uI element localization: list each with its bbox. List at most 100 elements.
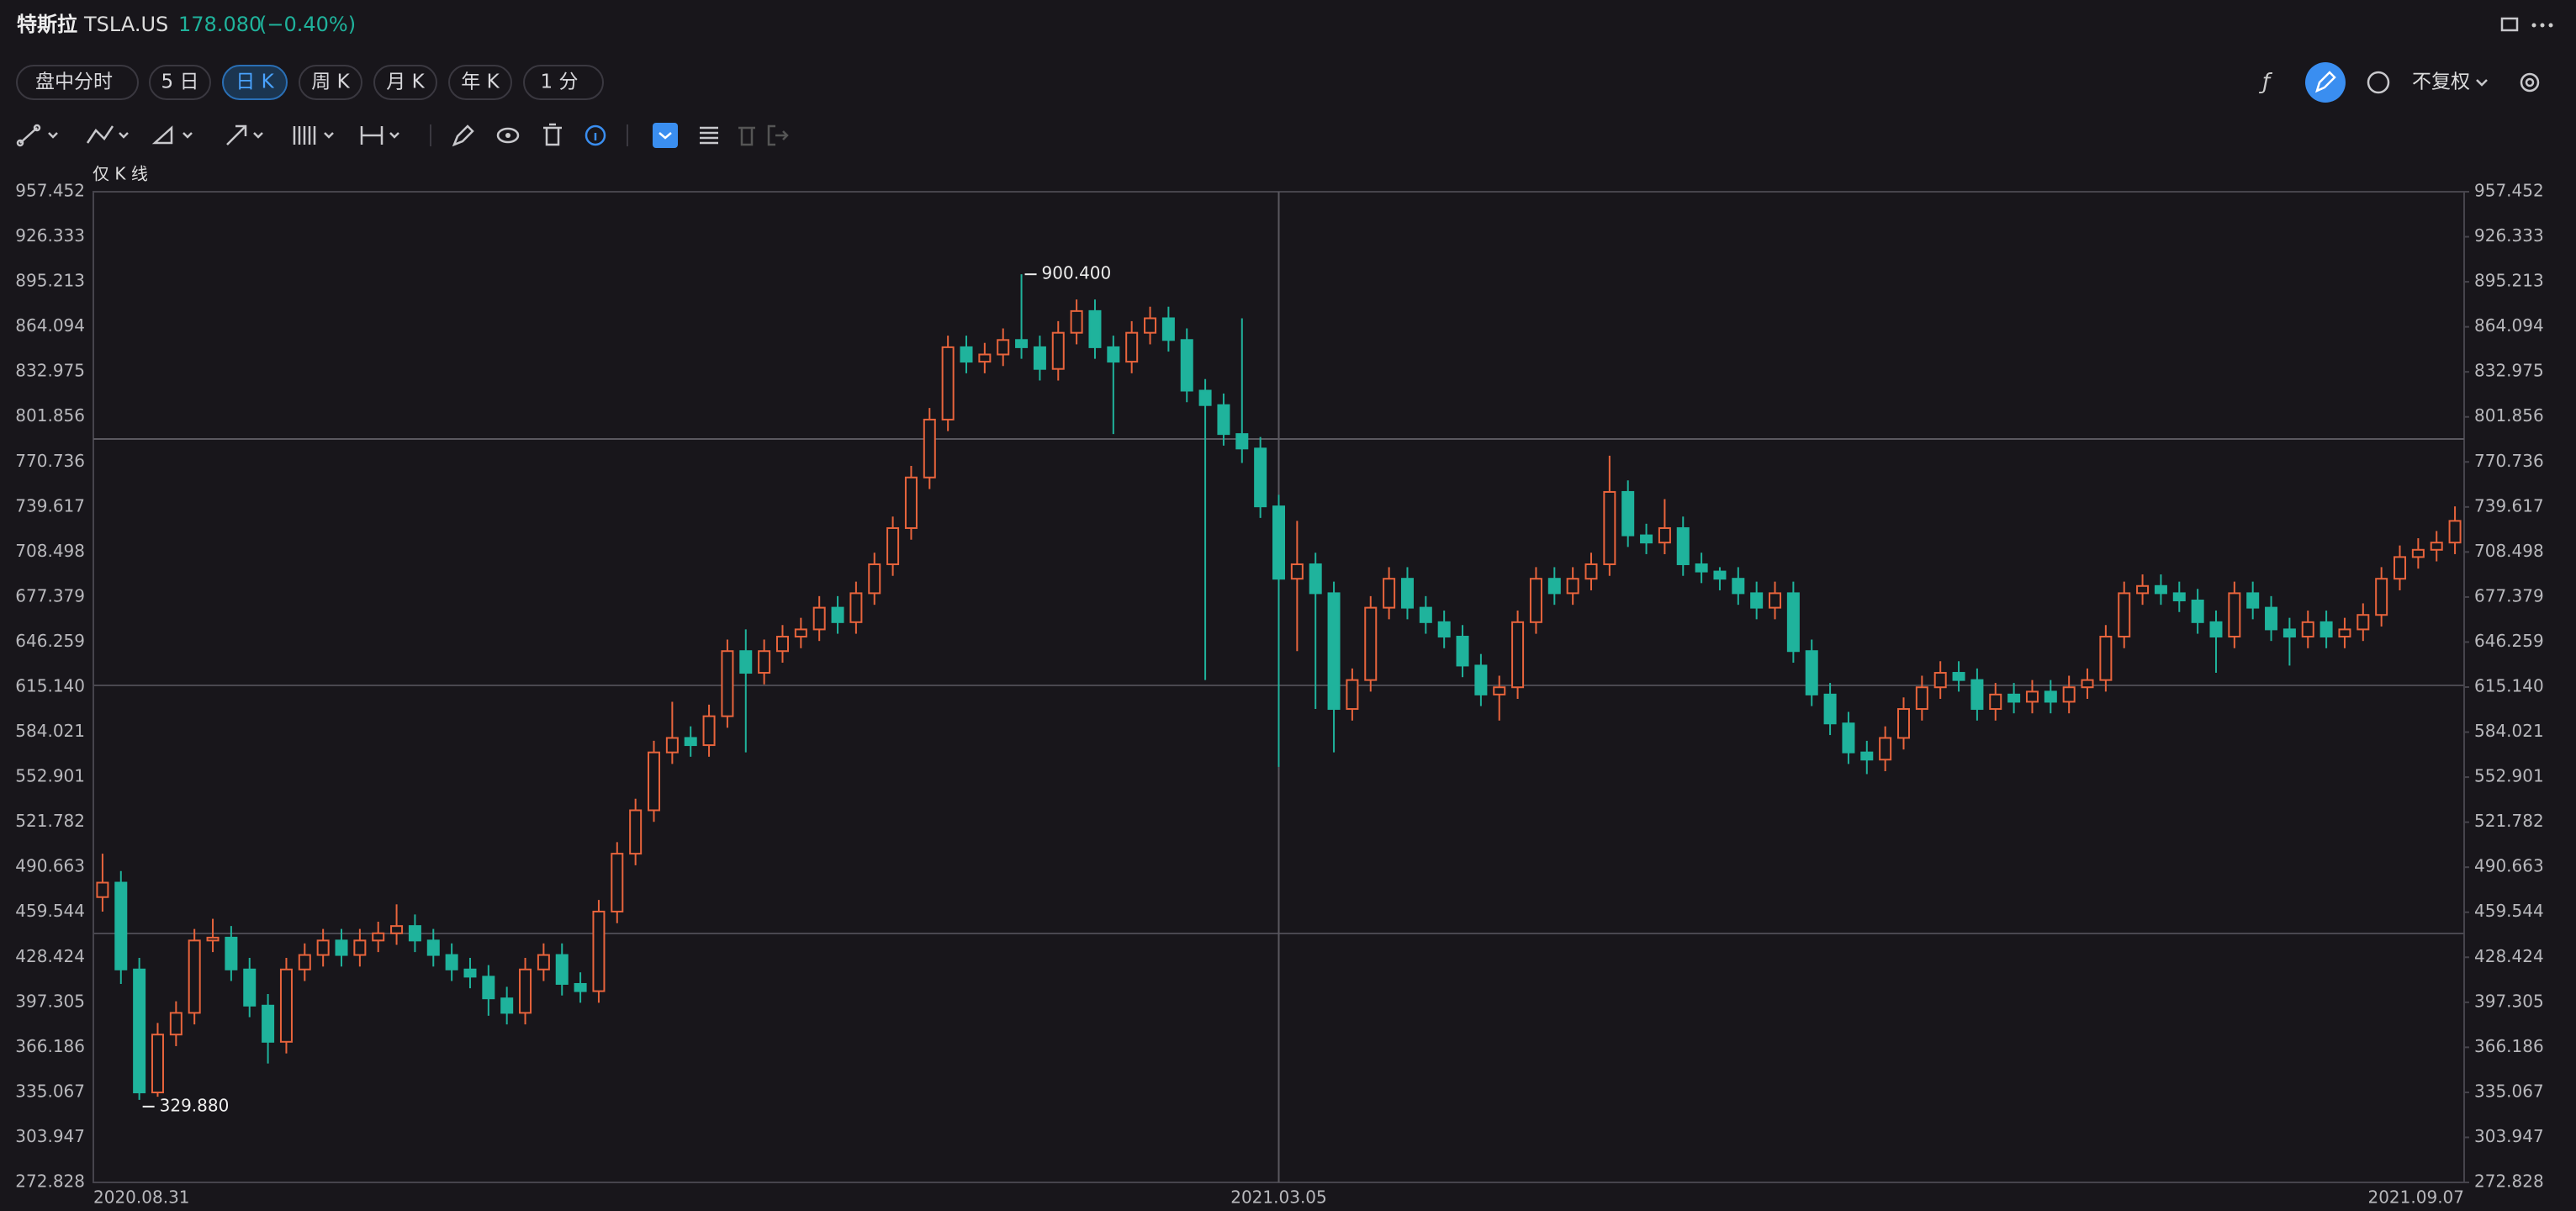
tab-label[interactable]: 盘中分时 (35, 71, 113, 93)
y-tick-label-right: 272.828 (2474, 1171, 2544, 1192)
drawing-toolbar[interactable] (16, 123, 789, 148)
candle-body (2099, 636, 2113, 681)
candle-body (1786, 592, 1800, 653)
tab-label[interactable]: 年 K (461, 71, 500, 93)
y-tick-label-right: 677.379 (2474, 585, 2544, 606)
candle-body (2246, 592, 2260, 609)
tab[interactable]: 盘中分时 (16, 65, 139, 100)
tab[interactable]: 日 K (222, 65, 288, 100)
y-tick-label: 428.424 (15, 946, 85, 966)
candle-body (941, 346, 955, 420)
extreme-label: 900.400 (1042, 263, 1112, 283)
candle-body (2301, 621, 2314, 638)
candle-body (1805, 650, 1818, 695)
candle-body (133, 968, 146, 1094)
candle-body (2007, 693, 2021, 703)
tab[interactable]: 月 K (373, 65, 437, 100)
y-tick-label-right: 335.067 (2474, 1081, 2544, 1101)
y-tick-label: 335.067 (15, 1081, 85, 1101)
candle-body (1860, 751, 1874, 761)
candle-body (849, 592, 863, 623)
candle-body (1070, 309, 1083, 334)
candle-body (298, 954, 311, 970)
settings-button[interactable] (2520, 72, 2540, 93)
tab-label[interactable]: 5 日 (161, 71, 199, 93)
y-tick-label-right: 770.736 (2474, 451, 2544, 471)
tab-label[interactable]: 日 K (235, 71, 274, 93)
tab[interactable]: 周 K (299, 65, 362, 100)
candle-body (2338, 628, 2351, 638)
y-tick-label: 770.736 (15, 451, 85, 471)
candle-body (114, 881, 128, 970)
candle-body (2172, 592, 2186, 602)
candle-body (1327, 592, 1341, 711)
candle-body (1732, 578, 1745, 595)
candle-body (390, 925, 404, 934)
candle-body (1254, 447, 1267, 508)
candle-body (426, 939, 440, 956)
candle-body (2044, 690, 2057, 703)
fx-button[interactable]: ƒ (2258, 70, 2273, 95)
y-tick-label-right: 708.498 (2474, 541, 2544, 561)
stock-symbol: TSLA.US (83, 13, 168, 36)
tab[interactable]: 1 分 (523, 65, 604, 100)
y-tick-label-right: 428.424 (2474, 946, 2544, 966)
y-tick-label: 397.305 (15, 991, 85, 1011)
candle-body (1750, 592, 1764, 609)
y-tick-label-right: 864.094 (2474, 315, 2544, 336)
y-tick-label-right: 521.782 (2474, 811, 2544, 831)
candle-body (1511, 621, 1525, 689)
candle-body (611, 853, 624, 912)
y-tick-label-right: 303.947 (2474, 1126, 2544, 1146)
candle-body (1989, 693, 2002, 711)
y-tick-label: 895.213 (15, 271, 85, 291)
candle-body (2319, 621, 2333, 638)
draw-button[interactable] (2305, 62, 2346, 103)
dropdown-arrow (2476, 79, 2488, 87)
candle-body (2154, 584, 2167, 595)
compare-button[interactable] (2367, 71, 2390, 94)
y-tick-label-right: 739.617 (2474, 495, 2544, 516)
candle-body (1051, 331, 1065, 370)
y-tick-label-right: 832.975 (2474, 361, 2544, 381)
y-tick-label: 708.498 (15, 541, 85, 561)
y-tick-label-right: 957.452 (2474, 181, 2544, 201)
candle-body (831, 606, 844, 623)
candle-body (2118, 592, 2131, 638)
tab[interactable]: 年 K (448, 65, 512, 100)
y-tick-label: 552.901 (15, 766, 85, 786)
candle-body (868, 563, 881, 595)
y-tick-label: 739.617 (15, 495, 85, 516)
candle-body (1640, 534, 1653, 544)
adjust-select[interactable]: 不复权 (2412, 71, 2470, 93)
candle-body (1695, 563, 1708, 573)
y-tick-label: 957.452 (15, 181, 85, 201)
candle-body (2394, 556, 2407, 580)
y-tick-label-right: 895.213 (2474, 271, 2544, 291)
tab[interactable]: 5 日 (149, 65, 211, 100)
candle-body (1456, 636, 1469, 667)
candle-body (2081, 679, 2094, 689)
candle-body (2411, 548, 2425, 558)
tab-label[interactable]: 月 K (386, 71, 425, 93)
candle-body (1621, 490, 1635, 537)
stock-name: 特斯拉 (17, 13, 77, 36)
candle-body (1896, 708, 1910, 739)
window-icons[interactable] (2500, 17, 2553, 32)
y-tick-label: 926.333 (15, 225, 85, 246)
candle-body (316, 939, 330, 956)
candle-body (758, 650, 771, 674)
y-tick-label: 303.947 (15, 1126, 85, 1146)
stock-change: (−0.40%) (259, 13, 356, 36)
x-tick-label: 2021.09.07 (2367, 1187, 2464, 1208)
candle-body (2136, 584, 2150, 595)
candle-body (1180, 339, 1193, 392)
y-tick-label: 832.975 (15, 361, 85, 381)
candle-body (1584, 563, 1598, 580)
tab-label[interactable]: 周 K (311, 71, 350, 93)
tab-label[interactable]: 1 分 (541, 71, 579, 93)
y-tick-label: 864.094 (15, 315, 85, 336)
y-tick-label: 646.259 (15, 631, 85, 651)
candle-body (1952, 672, 1965, 681)
candle-body (684, 737, 697, 747)
